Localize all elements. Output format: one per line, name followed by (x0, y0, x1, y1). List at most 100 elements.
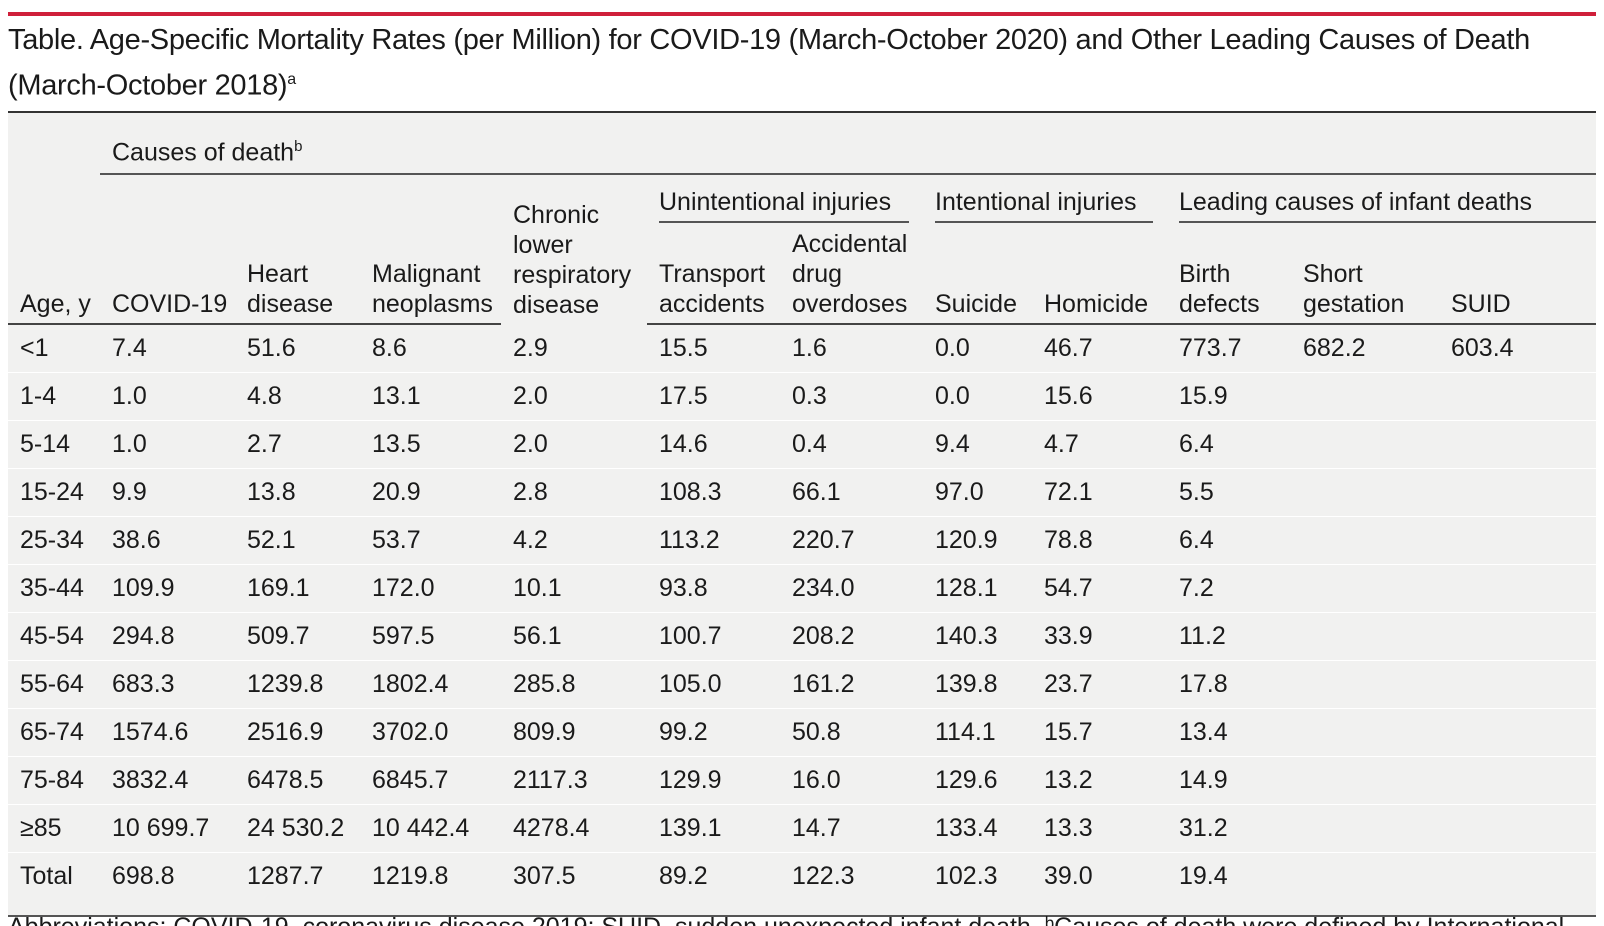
cell-suicide: 97.0 (923, 468, 1032, 517)
cell-malignant: 10 442.4 (360, 804, 501, 853)
cell-birth: 17.8 (1167, 660, 1291, 709)
cell-chronic: 2.9 (501, 324, 647, 373)
col-header-heart: Heart disease (235, 223, 360, 325)
table-row: 35-44 109.9 169.1 172.0 10.1 93.8 234.0 128.1 54… (8, 564, 1596, 613)
top-accent-rule (8, 12, 1596, 16)
group-spacer (360, 174, 501, 223)
cell-suicide: 139.8 (923, 660, 1032, 709)
group-header-unintentional: Unintentional injuries (647, 174, 923, 223)
cell-homicide: 13.2 (1032, 756, 1167, 805)
cell-birth: 31.2 (1167, 804, 1291, 853)
cell-covid: 109.9 (100, 564, 235, 613)
table-row: Total 698.8 1287.7 1219.8 307.5 89.2 122.3 102.… (8, 853, 1596, 901)
col-header-age: Age, y (8, 223, 100, 325)
cell-heart: 169.1 (235, 564, 360, 613)
cell-suid (1439, 420, 1596, 469)
cell-birth: 5.5 (1167, 468, 1291, 517)
cell-malignant: 13.5 (360, 420, 501, 469)
cell-birth: 773.7 (1167, 324, 1291, 373)
group-label-intentional: Intentional injuries (935, 188, 1153, 223)
table-row: 55-64 683.3 1239.8 1802.4 285.8 105.0 161.2 139… (8, 660, 1596, 709)
cell-age: 15-24 (8, 468, 100, 517)
cell-suicide: 129.6 (923, 756, 1032, 805)
cell-age: 55-64 (8, 660, 100, 709)
cell-suid (1439, 756, 1596, 805)
col-header-suicide: Suicide (923, 223, 1032, 325)
cell-homicide: 4.7 (1032, 420, 1167, 469)
cell-homicide: 39.0 (1044, 862, 1093, 890)
cell-homicide: 23.7 (1032, 660, 1167, 709)
cell-suid (1439, 516, 1596, 565)
table-body: <1 7.4 51.6 8.6 2.9 15.5 1.6 0.0 46.7 773.7 682.2 6… (8, 324, 1596, 900)
cell-heart: 24 530.2 (235, 804, 360, 853)
cell-suid (1439, 804, 1596, 853)
cell-covid: 698.8 (112, 862, 175, 890)
cell-transport: 105.0 (647, 660, 780, 709)
table-row: <1 7.4 51.6 8.6 2.9 15.5 1.6 0.0 46.7 773.7 682.2 6… (8, 324, 1596, 373)
header-row-groups: Chronic lower respiratory disease Uninte… (8, 174, 1596, 319)
caption-footnote-mark: a (287, 71, 296, 88)
cell-short (1291, 804, 1439, 853)
cell-transport: 93.8 (647, 564, 780, 613)
cell-suicide: 120.9 (923, 516, 1032, 565)
cell-heart: 4.8 (235, 372, 360, 421)
cell-malignant: 20.9 (360, 468, 501, 517)
table-caption: Table. Age-Specific Mortality Rates (per… (8, 20, 1588, 106)
cell-birth: 7.2 (1167, 564, 1291, 613)
cell-suid (1439, 564, 1596, 613)
cell-heart: 52.1 (235, 516, 360, 565)
cell-short (1291, 660, 1439, 709)
cell-chronic: 56.1 (501, 612, 647, 661)
cell-overdose: 16.0 (780, 756, 923, 805)
cell-overdose: 0.3 (780, 372, 923, 421)
cell-homicide: 78.8 (1032, 516, 1167, 565)
cell-chronic: 2.0 (501, 420, 647, 469)
cell-covid: 1.0 (100, 372, 235, 421)
table-row: 5-14 1.0 2.7 13.5 2.0 14.6 0.4 9.4 4.7 6.4 (8, 420, 1596, 469)
cell-heart: 51.6 (235, 324, 360, 373)
cell-covid: 10 699.7 (100, 804, 235, 853)
cell-transport: 139.1 (647, 804, 780, 853)
cell-heart: 6478.5 (235, 756, 360, 805)
cell-transport: 108.3 (647, 468, 780, 517)
cell-chronic: 4.2 (501, 516, 647, 565)
cell-malignant: 13.1 (360, 372, 501, 421)
header-row-columns: Age, y COVID-19 Heart disease Malignant … (8, 223, 1596, 325)
table-row: 15-24 9.9 13.8 20.9 2.8 108.3 66.1 97.0 72.1 5.5 (8, 468, 1596, 517)
caption-text: Table. Age-Specific Mortality Rates (per… (8, 24, 1530, 102)
cell-overdose: 234.0 (780, 564, 923, 613)
cell-overdose: 50.8 (780, 708, 923, 757)
group-header-intentional: Intentional injuries (923, 174, 1167, 223)
col-header-transport: Transport accidents (647, 223, 780, 325)
cell-overdose: 208.2 (780, 612, 923, 661)
cell-chronic: 809.9 (501, 708, 647, 757)
cell-birth: 14.9 (1167, 756, 1291, 805)
cell-birth: 15.9 (1167, 372, 1291, 421)
cell-covid: 3832.4 (100, 756, 235, 805)
cell-covid: 1574.6 (100, 708, 235, 757)
cell-short (1291, 612, 1439, 661)
cell-homicide: 13.3 (1032, 804, 1167, 853)
cell-malignant: 597.5 (360, 612, 501, 661)
cell-heart: 509.7 (235, 612, 360, 661)
mortality-table-container: Causes of deathb Chronic lower respirato… (8, 111, 1596, 917)
cell-chronic: 2.0 (501, 372, 647, 421)
cell-suid (1439, 612, 1596, 661)
cell-short (1291, 853, 1439, 901)
cell-short (1291, 372, 1439, 421)
cell-overdose: 161.2 (780, 660, 923, 709)
header-row-causes: Causes of deathb (8, 113, 1596, 175)
cell-heart: 1287.7 (247, 862, 324, 890)
cell-short (1291, 516, 1439, 565)
causes-of-death-header: Causes of deathb (100, 113, 1596, 175)
table-row: ≥85 10 699.7 24 530.2 10 442.4 4278.4 139.1 14… (8, 804, 1596, 853)
cell-suicide: 0.0 (923, 372, 1032, 421)
group-spacer (235, 174, 360, 223)
cell-transport: 17.5 (647, 372, 780, 421)
col-header-short: Short gestation (1291, 223, 1439, 325)
cell-covid: 294.8 (100, 612, 235, 661)
header-spacer (8, 113, 100, 174)
cell-short (1291, 420, 1439, 469)
cell-short (1291, 468, 1439, 517)
cell-overdose: 66.1 (780, 468, 923, 517)
